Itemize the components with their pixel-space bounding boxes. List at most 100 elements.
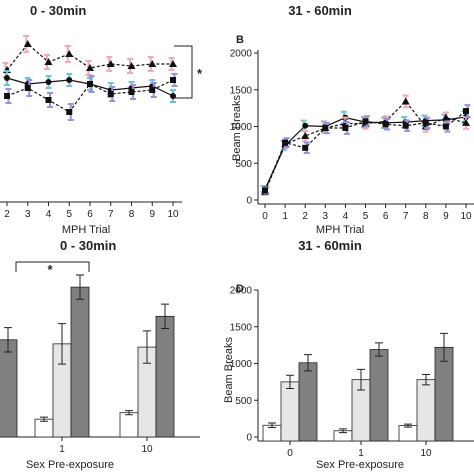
panel-d-ylabel: Beam Breaks: [223, 336, 235, 403]
panel-a-significance: *: [174, 45, 203, 99]
panel-a-point: [128, 89, 135, 95]
panel-b-y-tick-label: 1000: [230, 122, 253, 133]
panel-c-plot: 1 10: [0, 274, 200, 455]
panel-c-bar-error: [4, 327, 12, 353]
panel-d-bar-error: [304, 354, 312, 372]
panel-d-y-tick-label: 0: [246, 433, 252, 444]
panel-a-point: [4, 75, 10, 81]
panel-b-x-tick-label: 4: [343, 211, 349, 222]
panel-c-title: 0 - 30min: [60, 238, 116, 253]
panel-d-y-tick-label: 1500: [230, 322, 253, 333]
panel-b-series-square: [262, 104, 471, 195]
panel-d-label: D: [236, 283, 244, 295]
panel-c-bar-error: [76, 274, 84, 300]
panel-a-point: [66, 109, 73, 115]
panel-d-bar-error: [375, 342, 383, 357]
panel-a-point: [148, 60, 157, 67]
panel-d-bar: [369, 349, 389, 442]
panel-c-bar-error: [40, 416, 48, 422]
panel-a-series-triangle: [2, 35, 177, 78]
panel-b-ylabel: Beam Breaks: [231, 94, 243, 161]
panel-b-point: [401, 97, 410, 105]
panel-a-x-tick-label: 5: [66, 209, 72, 220]
panel-c-bar: [119, 412, 139, 438]
panel-b-point: [422, 119, 429, 126]
panel-b-x-tick-label: 7: [403, 211, 409, 222]
panel-b-x-tick-label: 5: [363, 211, 369, 222]
panel-d-x-tick-label: 0: [287, 448, 293, 459]
panel-b-label: B: [236, 34, 244, 46]
panel-d-xlabel: Sex Pre-exposure: [316, 459, 404, 471]
panel-b-title: 31 - 60min: [288, 3, 352, 18]
panel-c-x-tick-label: 10: [141, 444, 153, 455]
panel-d-bar: [398, 425, 418, 442]
panel-a-point: [45, 97, 52, 103]
panel-b-x-tick-label: 9: [443, 211, 449, 222]
panel-a-point: [149, 87, 156, 93]
panel-a-point: [87, 81, 93, 87]
panel-d-bar-error: [268, 422, 276, 428]
panel-a-point: [45, 79, 52, 85]
panel-b-series-triangle: [261, 94, 470, 196]
panel-d-bar-error: [339, 428, 347, 434]
panel-d-bar: [280, 381, 300, 442]
panel-b-point: [442, 123, 449, 130]
panel-a-x-tick-label: 9: [149, 209, 155, 220]
panel-b-point: [262, 187, 268, 194]
panel-b-xlabel: MPH Trial: [316, 224, 364, 236]
panel-a-x-tick-label: 8: [129, 209, 135, 220]
panel-b-point: [302, 122, 309, 129]
panel-c-bar-error: [161, 303, 169, 329]
panel-b-x-tick-label: 2: [302, 211, 308, 222]
panel-d-bar-error: [357, 368, 365, 391]
panel-d-bar-error: [422, 374, 430, 386]
panel-b-x-tick-label: 3: [323, 211, 329, 222]
panel-a-series-square: [4, 73, 178, 121]
panel-b-y-tick-label: 2000: [230, 49, 253, 60]
panel-a-plot: 2 3 4 5 6 7 8 9 10: [0, 35, 182, 220]
panel-d-title: 31 - 60min: [298, 238, 362, 253]
panel-c-bar-error: [125, 410, 133, 416]
panel-d-bar-error: [440, 332, 448, 362]
panel-a-point: [66, 77, 73, 83]
panel-b-point: [463, 108, 469, 115]
panel-a-x-tick-label: 4: [46, 209, 52, 220]
panel-b-point: [382, 121, 389, 128]
panel-b-point: [362, 118, 369, 125]
panel-d-bar-error: [404, 423, 412, 428]
panel-d-x-tick-label: 1: [358, 448, 364, 459]
panel-b-point: [322, 124, 329, 131]
panel-a-x-tick-label: 3: [25, 209, 31, 220]
panel-b-x-tick-label: 8: [423, 211, 429, 222]
panel-a-xlabel: MPH Trial: [62, 224, 110, 236]
panel-a-point: [23, 40, 32, 47]
panel-b-y-tick-label: 1500: [230, 85, 253, 96]
panel-b-series-line: [264, 100, 467, 193]
panel-b-point: [282, 139, 289, 146]
panel-a-x-tick-label: 7: [108, 209, 114, 220]
panel-b-y-tick-label: 0: [246, 196, 252, 207]
panel-a-point: [65, 50, 74, 57]
panel-a-title: 0 - 30min: [30, 3, 86, 18]
panel-b-point: [302, 144, 309, 151]
panel-a-sig-star: *: [197, 66, 203, 81]
panel-c-x-tick-label: 1: [59, 444, 65, 455]
panel-c-bar: [70, 286, 90, 438]
panel-b-x-tick-label: 0: [262, 211, 268, 222]
panel-d-y-tick-label: 500: [235, 396, 252, 407]
panel-a-point: [44, 58, 53, 65]
panel-c-bar: [0, 339, 18, 438]
panel-a-series-line: [6, 43, 173, 71]
panel-b-point: [462, 118, 470, 126]
panel-a-x-tick-label: 10: [167, 209, 179, 220]
panel-b-point: [301, 132, 310, 140]
panel-a-point: [86, 64, 94, 71]
panel-b-plot: 0 500 1000 1500 2000 0 1 2 3 4 5 6 7 8 9 10: [230, 49, 474, 222]
panel-c-bar: [155, 315, 175, 438]
panel-a-point: [170, 77, 176, 83]
panel-b-y-tick-label: 500: [235, 159, 252, 170]
panel-b-point: [342, 124, 349, 131]
panel-a-point: [127, 62, 136, 69]
panel-b-x-tick-label: 1: [282, 211, 288, 222]
